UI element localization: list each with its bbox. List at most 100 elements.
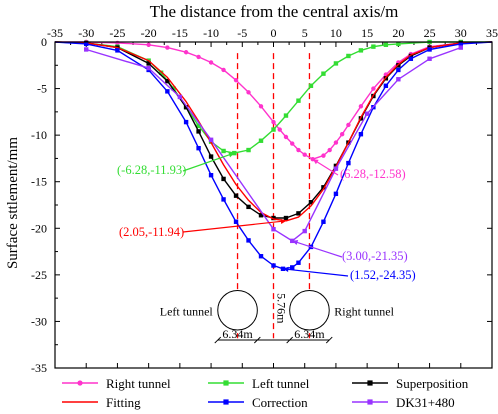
series-point	[283, 215, 289, 221]
series-point	[277, 127, 282, 132]
series-point	[346, 122, 351, 128]
series-point	[333, 140, 339, 145]
series-point	[371, 44, 376, 49]
y-tick-label: -10	[31, 128, 47, 142]
series-point	[165, 45, 170, 50]
series-point	[196, 123, 201, 129]
y-tick-label: -30	[31, 314, 47, 328]
series-point	[383, 42, 389, 47]
x-tick-label: -15	[172, 26, 188, 40]
series-point	[158, 70, 164, 75]
series-point	[196, 129, 201, 134]
left-tunnel-circle	[217, 289, 258, 331]
series-point	[408, 53, 414, 59]
x-tick-label: 15	[361, 26, 373, 40]
series-point	[358, 104, 364, 109]
series-point	[233, 77, 239, 83]
x-tick-label: -20	[141, 26, 157, 40]
series-point	[196, 145, 201, 151]
tunnel-schematic: Left tunnel Right tunnel 5.76m 6.34m 6.34m	[160, 289, 395, 344]
series-point	[221, 148, 226, 154]
series-point	[333, 191, 339, 197]
series-point	[271, 127, 276, 132]
series-point	[177, 94, 183, 100]
legend-item: Left tunnel	[208, 376, 310, 391]
annotation-label: (2.05,-11.94)	[119, 225, 184, 239]
x-tick-label: -35	[47, 26, 63, 40]
series-point	[258, 138, 264, 143]
annotation-label: (-6.28,-11.93)	[117, 163, 186, 177]
series-point	[146, 42, 151, 47]
series-point	[208, 60, 214, 65]
series-point	[258, 254, 264, 259]
annotation-leader	[182, 152, 235, 172]
series-point	[183, 50, 189, 55]
left-width-label: 6.34m	[222, 327, 253, 341]
series-point	[233, 219, 239, 224]
annotation-arrowhead	[312, 159, 319, 165]
y-tick-label: 0	[41, 35, 47, 49]
series-point	[183, 105, 189, 110]
x-tick-label: 30	[455, 26, 467, 40]
series-point	[364, 111, 370, 116]
right-tunnel-label: Right tunnel	[334, 304, 394, 318]
series-point	[371, 86, 376, 91]
series-point	[296, 211, 301, 216]
left-tunnel-label: Left tunnel	[160, 304, 214, 318]
series-point	[196, 54, 201, 60]
annotation: (2.05,-11.94)	[119, 218, 287, 239]
series-point	[271, 263, 276, 268]
annotation-arrowhead	[280, 218, 287, 225]
series-point	[171, 86, 176, 91]
y-axis-label: Surface sttlement/mm	[5, 137, 21, 269]
series-point	[84, 47, 89, 52]
series-point	[208, 154, 214, 159]
x-tick-label: 25	[424, 26, 436, 40]
series-point	[258, 104, 264, 109]
legend-item: Right tunnel	[62, 376, 171, 391]
dimension-tick	[253, 336, 261, 344]
legend-label: Left tunnel	[252, 376, 310, 391]
x-tick-label: 5	[302, 26, 308, 40]
series-point	[333, 61, 339, 66]
tunnel-spacing-label: 5.76m	[275, 293, 289, 324]
annotation: (6.28,-12.58)	[312, 158, 406, 181]
x-tick-label: 20	[392, 26, 404, 40]
series-point	[321, 219, 326, 224]
series-point	[223, 380, 229, 386]
x-tick-label: -10	[203, 26, 219, 40]
annotation-label: (6.28,-12.58)	[340, 167, 406, 181]
series-point	[221, 197, 226, 202]
series-point	[302, 228, 307, 234]
series-point	[427, 47, 432, 52]
x-axis-ticks: -35 -30 -25 -20 -15 -10 -5 0 5 10 15 20 25 30 35	[47, 26, 498, 368]
plot-frame	[54, 41, 493, 369]
series-point	[246, 90, 251, 95]
series-point	[290, 141, 295, 146]
series-point	[396, 41, 401, 47]
series-point	[308, 83, 314, 88]
right-width-label: 6.34m	[294, 327, 325, 341]
series-line	[54, 41, 493, 222]
series-point	[115, 48, 120, 53]
series-point	[296, 260, 301, 265]
series-point	[321, 185, 326, 190]
series-point	[165, 78, 170, 84]
series-point	[396, 67, 401, 73]
legend-item: Correction	[208, 395, 308, 410]
right-tunnel-circle	[289, 289, 330, 331]
series-point	[346, 160, 351, 166]
annotation-leader	[182, 220, 287, 233]
annotation-arrowhead	[282, 266, 289, 272]
x-tick-label: 35	[486, 26, 498, 40]
series-point	[208, 172, 214, 178]
x-tick-label: -5	[237, 26, 247, 40]
series-line	[86, 46, 462, 242]
x-tick-label: -25	[109, 26, 125, 40]
legend-label: DK31+480	[396, 395, 455, 410]
dimension-tick	[325, 336, 333, 344]
series-point	[367, 380, 373, 386]
series-point	[327, 147, 332, 153]
legend-item: Superposition	[352, 376, 469, 391]
